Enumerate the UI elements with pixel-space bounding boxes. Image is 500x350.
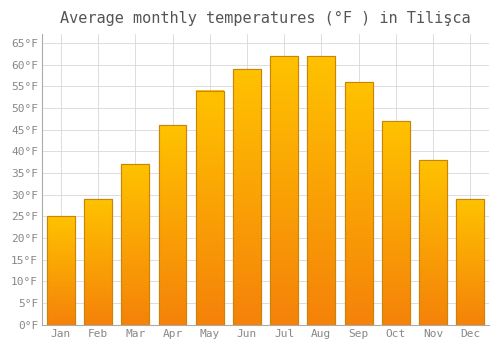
Bar <box>47 216 75 325</box>
Bar <box>84 199 112 325</box>
Bar <box>270 56 298 325</box>
Bar <box>419 160 447 325</box>
Bar <box>84 199 112 325</box>
Bar <box>308 56 336 325</box>
Bar <box>158 125 186 325</box>
Bar <box>382 121 410 325</box>
Bar <box>196 91 224 325</box>
Bar <box>270 56 298 325</box>
Title: Average monthly temperatures (°F ) in Tilişca: Average monthly temperatures (°F ) in Ti… <box>60 11 471 26</box>
Bar <box>233 69 261 325</box>
Bar <box>196 91 224 325</box>
Bar <box>122 164 150 325</box>
Bar <box>308 56 336 325</box>
Bar <box>344 82 372 325</box>
Bar <box>233 69 261 325</box>
Bar <box>344 82 372 325</box>
Bar <box>419 160 447 325</box>
Bar <box>456 199 484 325</box>
Bar <box>382 121 410 325</box>
Bar <box>122 164 150 325</box>
Bar <box>158 125 186 325</box>
Bar <box>456 199 484 325</box>
Bar <box>47 216 75 325</box>
